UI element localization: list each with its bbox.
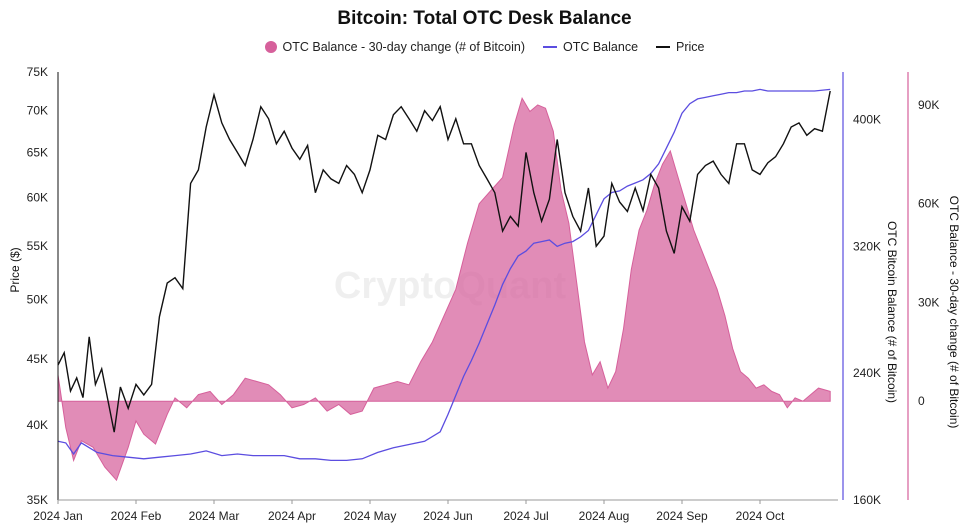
price-tick-label: 35K <box>27 493 48 507</box>
x-tick-label: 2024 Aug <box>579 509 630 523</box>
x-tick-label: 2024 Mar <box>189 509 240 523</box>
legend: OTC Balance - 30-day change (# of Bitcoi… <box>0 40 969 54</box>
x-tick-label: 2024 Jan <box>33 509 82 523</box>
balance-tick-label: 240K <box>853 366 881 380</box>
change-tick-label: 90K <box>918 98 939 112</box>
legend-label-balance: OTC Balance <box>562 40 639 54</box>
series-price-line <box>57 90 831 433</box>
x-tick-label: 2024 Oct <box>736 509 785 523</box>
x-tick-label: 2024 May <box>344 509 397 523</box>
series-balance-line <box>57 88 831 462</box>
legend-swatch-balance <box>542 46 557 48</box>
change-tick-label: 60K <box>918 197 939 211</box>
price-tick-label: 40K <box>27 418 48 432</box>
change-tick-label: 30K <box>918 295 939 309</box>
legend-item-balance[interactable]: OTC Balance <box>542 40 639 54</box>
x-tick-label: 2024 Feb <box>111 509 162 523</box>
price-tick-label: 55K <box>27 239 48 253</box>
price-tick-label: 75K <box>27 65 48 79</box>
price-axis-title: Price ($) <box>8 247 22 292</box>
price-tick-label: 65K <box>27 145 48 159</box>
change-axis-title: OTC Balance - 30-day change (# of Bitcoi… <box>947 196 961 429</box>
x-tick-label: 2024 Apr <box>268 509 316 523</box>
price-tick-label: 70K <box>27 104 48 118</box>
balance-tick-label: 320K <box>853 239 881 253</box>
legend-swatch-price <box>656 46 671 48</box>
x-tick-label: 2024 Sep <box>656 509 708 523</box>
legend-item-change[interactable]: OTC Balance - 30-day change (# of Bitcoi… <box>264 40 525 54</box>
change-tick-label: 0 <box>918 394 925 408</box>
chart-title: Bitcoin: Total OTC Desk Balance <box>337 8 632 29</box>
price-tick-label: 45K <box>27 352 48 366</box>
balance-tick-label: 160K <box>853 493 881 507</box>
x-tick-label: 2024 Jun <box>423 509 472 523</box>
legend-swatch-change <box>264 41 277 53</box>
balance-axis-title: OTC Bitcoin Balance (# of Bitcoin) <box>885 221 899 403</box>
balance-tick-label: 400K <box>853 113 881 127</box>
series-change-area <box>57 97 831 482</box>
price-tick-label: 50K <box>27 293 48 307</box>
legend-label-price: Price <box>676 40 705 54</box>
legend-label-change: OTC Balance - 30-day change (# of Bitcoi… <box>282 40 525 54</box>
price-tick-label: 60K <box>27 190 48 204</box>
x-tick-label: 2024 Jul <box>503 509 548 523</box>
legend-item-price[interactable]: Price <box>656 40 705 54</box>
